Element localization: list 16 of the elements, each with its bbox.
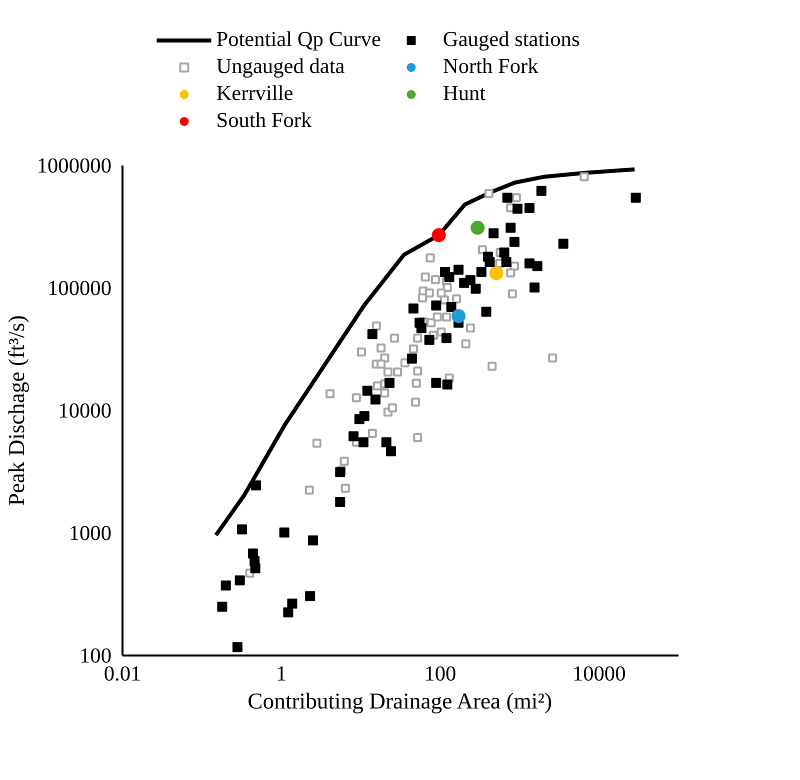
legend-label: South Fork <box>216 108 312 133</box>
y-tick-label: 1000000 <box>36 154 112 178</box>
x-axis-title: Contributing Drainage Area (mi²) <box>248 688 552 714</box>
y-axis-title: Peak Dischage (ft³/s) <box>4 315 29 506</box>
legend-label: Hunt <box>442 81 486 106</box>
x-tick-label: 100 <box>424 662 456 686</box>
legend-label: Ungauged data <box>216 54 345 79</box>
legend-label: Gauged stations <box>442 27 580 52</box>
x-tick-label: 1 <box>276 662 287 686</box>
y-tick-label: 10000 <box>58 398 112 422</box>
legend-label: North Fork <box>442 54 538 79</box>
legend-label: Kerrville <box>216 81 294 106</box>
x-tick-label: 10000 <box>572 662 626 686</box>
y-tick-label: 100000 <box>48 276 112 300</box>
legend-label: Potential Qp Curve <box>216 27 381 52</box>
y-tick-label: 1000 <box>68 521 112 545</box>
